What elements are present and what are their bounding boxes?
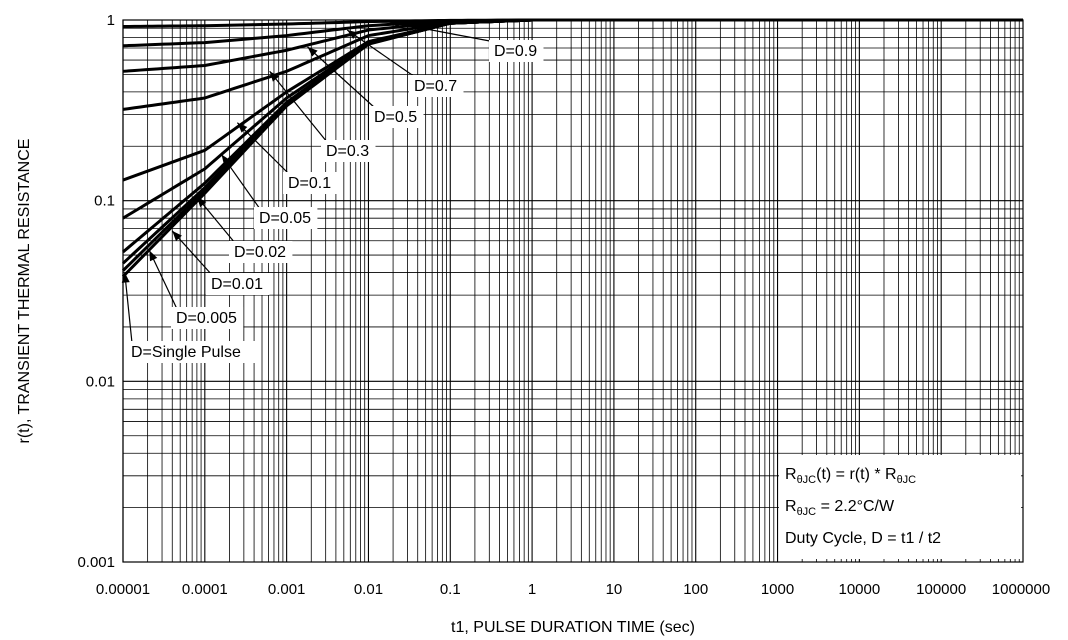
series-line <box>121 18 1023 278</box>
curve-label-background <box>126 341 261 363</box>
x-tick-label: 10 <box>606 581 623 598</box>
x-axis-title: t1, PULSE DURATION TIME (sec) <box>451 619 695 636</box>
label-leader-line <box>346 29 416 78</box>
curve-label: D=0.5 <box>374 109 417 126</box>
curve-label: D=0.1 <box>288 175 331 192</box>
y-axis-title: r(t), TRANSIENT THERMAL RESISTANCE <box>16 139 33 444</box>
label-arrowhead <box>172 230 182 242</box>
series-line <box>122 18 1023 220</box>
curve-label: D=0.005 <box>176 310 237 327</box>
curve-label: D=0.05 <box>259 210 311 227</box>
x-tick-label: 100000 <box>916 581 966 598</box>
formula-note-box: RθJC(t) = r(t) * RθJC RθJC = 2.2°C/W Dut… <box>779 455 1021 559</box>
label-arrowhead <box>237 122 248 133</box>
note-background <box>779 455 1021 559</box>
label-leader-line <box>148 250 178 310</box>
curve-label-background <box>254 207 318 229</box>
label-arrowhead <box>196 196 207 208</box>
x-tick-labels: 0.00001 0.0001 0.001 0.01 0.1 1 10 100 1000 10000… <box>96 581 1050 598</box>
curve-label: D=0.01 <box>211 276 263 293</box>
curve-label: D=0.7 <box>414 78 457 95</box>
curve-label-background <box>489 40 544 62</box>
x-tick-label: 1000000 <box>992 581 1050 598</box>
y-tick-labels: 0.001 0.01 0.1 1 <box>77 12 115 571</box>
series-line <box>122 18 1023 111</box>
curve-label-background <box>171 307 244 329</box>
curve-label-background <box>409 75 464 97</box>
curve-label: D=Single Pulse <box>131 344 241 361</box>
label-arrowhead <box>307 46 318 57</box>
x-tick-label: 0.001 <box>268 581 306 598</box>
label-arrowhead <box>347 30 358 40</box>
series-lines <box>121 18 1023 278</box>
curve-label: D=0.02 <box>234 244 286 261</box>
label-leader-line <box>307 46 376 109</box>
x-tick-label: 10000 <box>839 581 881 598</box>
curve-label-background <box>321 140 376 162</box>
y-tick-label: 0.001 <box>77 554 115 571</box>
curve-label-background <box>369 106 424 128</box>
y-tick-label: 1 <box>107 12 115 29</box>
label-arrowhead <box>389 19 400 28</box>
series-line <box>122 18 1023 182</box>
curve-label-background <box>229 241 293 263</box>
label-leader-line <box>269 70 328 143</box>
note-formula-line: RθJC(t) = r(t) * RθJC <box>785 466 916 486</box>
label-leader-line <box>236 122 290 175</box>
curve-label-background <box>283 172 338 194</box>
x-tick-label: 1 <box>528 581 536 598</box>
note-duty-cycle-line: Duty Cycle, D = t1 / t2 <box>785 530 941 547</box>
curve-labels: D=0.9 D=0.7 D=0.5 D=0.3 D=0.1 D=0.05 D=0.02 D=0… <box>121 19 544 363</box>
label-arrowhead <box>221 154 231 166</box>
series-line <box>122 18 1023 73</box>
label-leader-line <box>124 272 133 344</box>
label-leader-line <box>389 21 496 43</box>
curve-label: D=0.9 <box>494 43 537 60</box>
x-tick-label: 0.0001 <box>182 581 228 598</box>
label-arrowhead <box>149 250 158 262</box>
y-tick-label: 0.1 <box>94 193 115 210</box>
note-rthetajc-line: RθJC = 2.2°C/W <box>785 498 895 518</box>
x-tick-label: 0.01 <box>354 581 383 598</box>
curve-label: D=0.3 <box>326 143 369 160</box>
series-line <box>121 18 1023 272</box>
label-leader-line <box>221 154 261 210</box>
x-tick-label: 100 <box>683 581 708 598</box>
curve-label-background <box>206 273 270 295</box>
x-tick-label: 1000 <box>761 581 794 598</box>
x-tick-label: 0.1 <box>440 581 461 598</box>
x-tick-label: 0.00001 <box>96 581 150 598</box>
y-tick-label: 0.01 <box>86 373 115 390</box>
label-arrowhead <box>269 71 280 82</box>
label-arrowhead <box>121 272 130 283</box>
